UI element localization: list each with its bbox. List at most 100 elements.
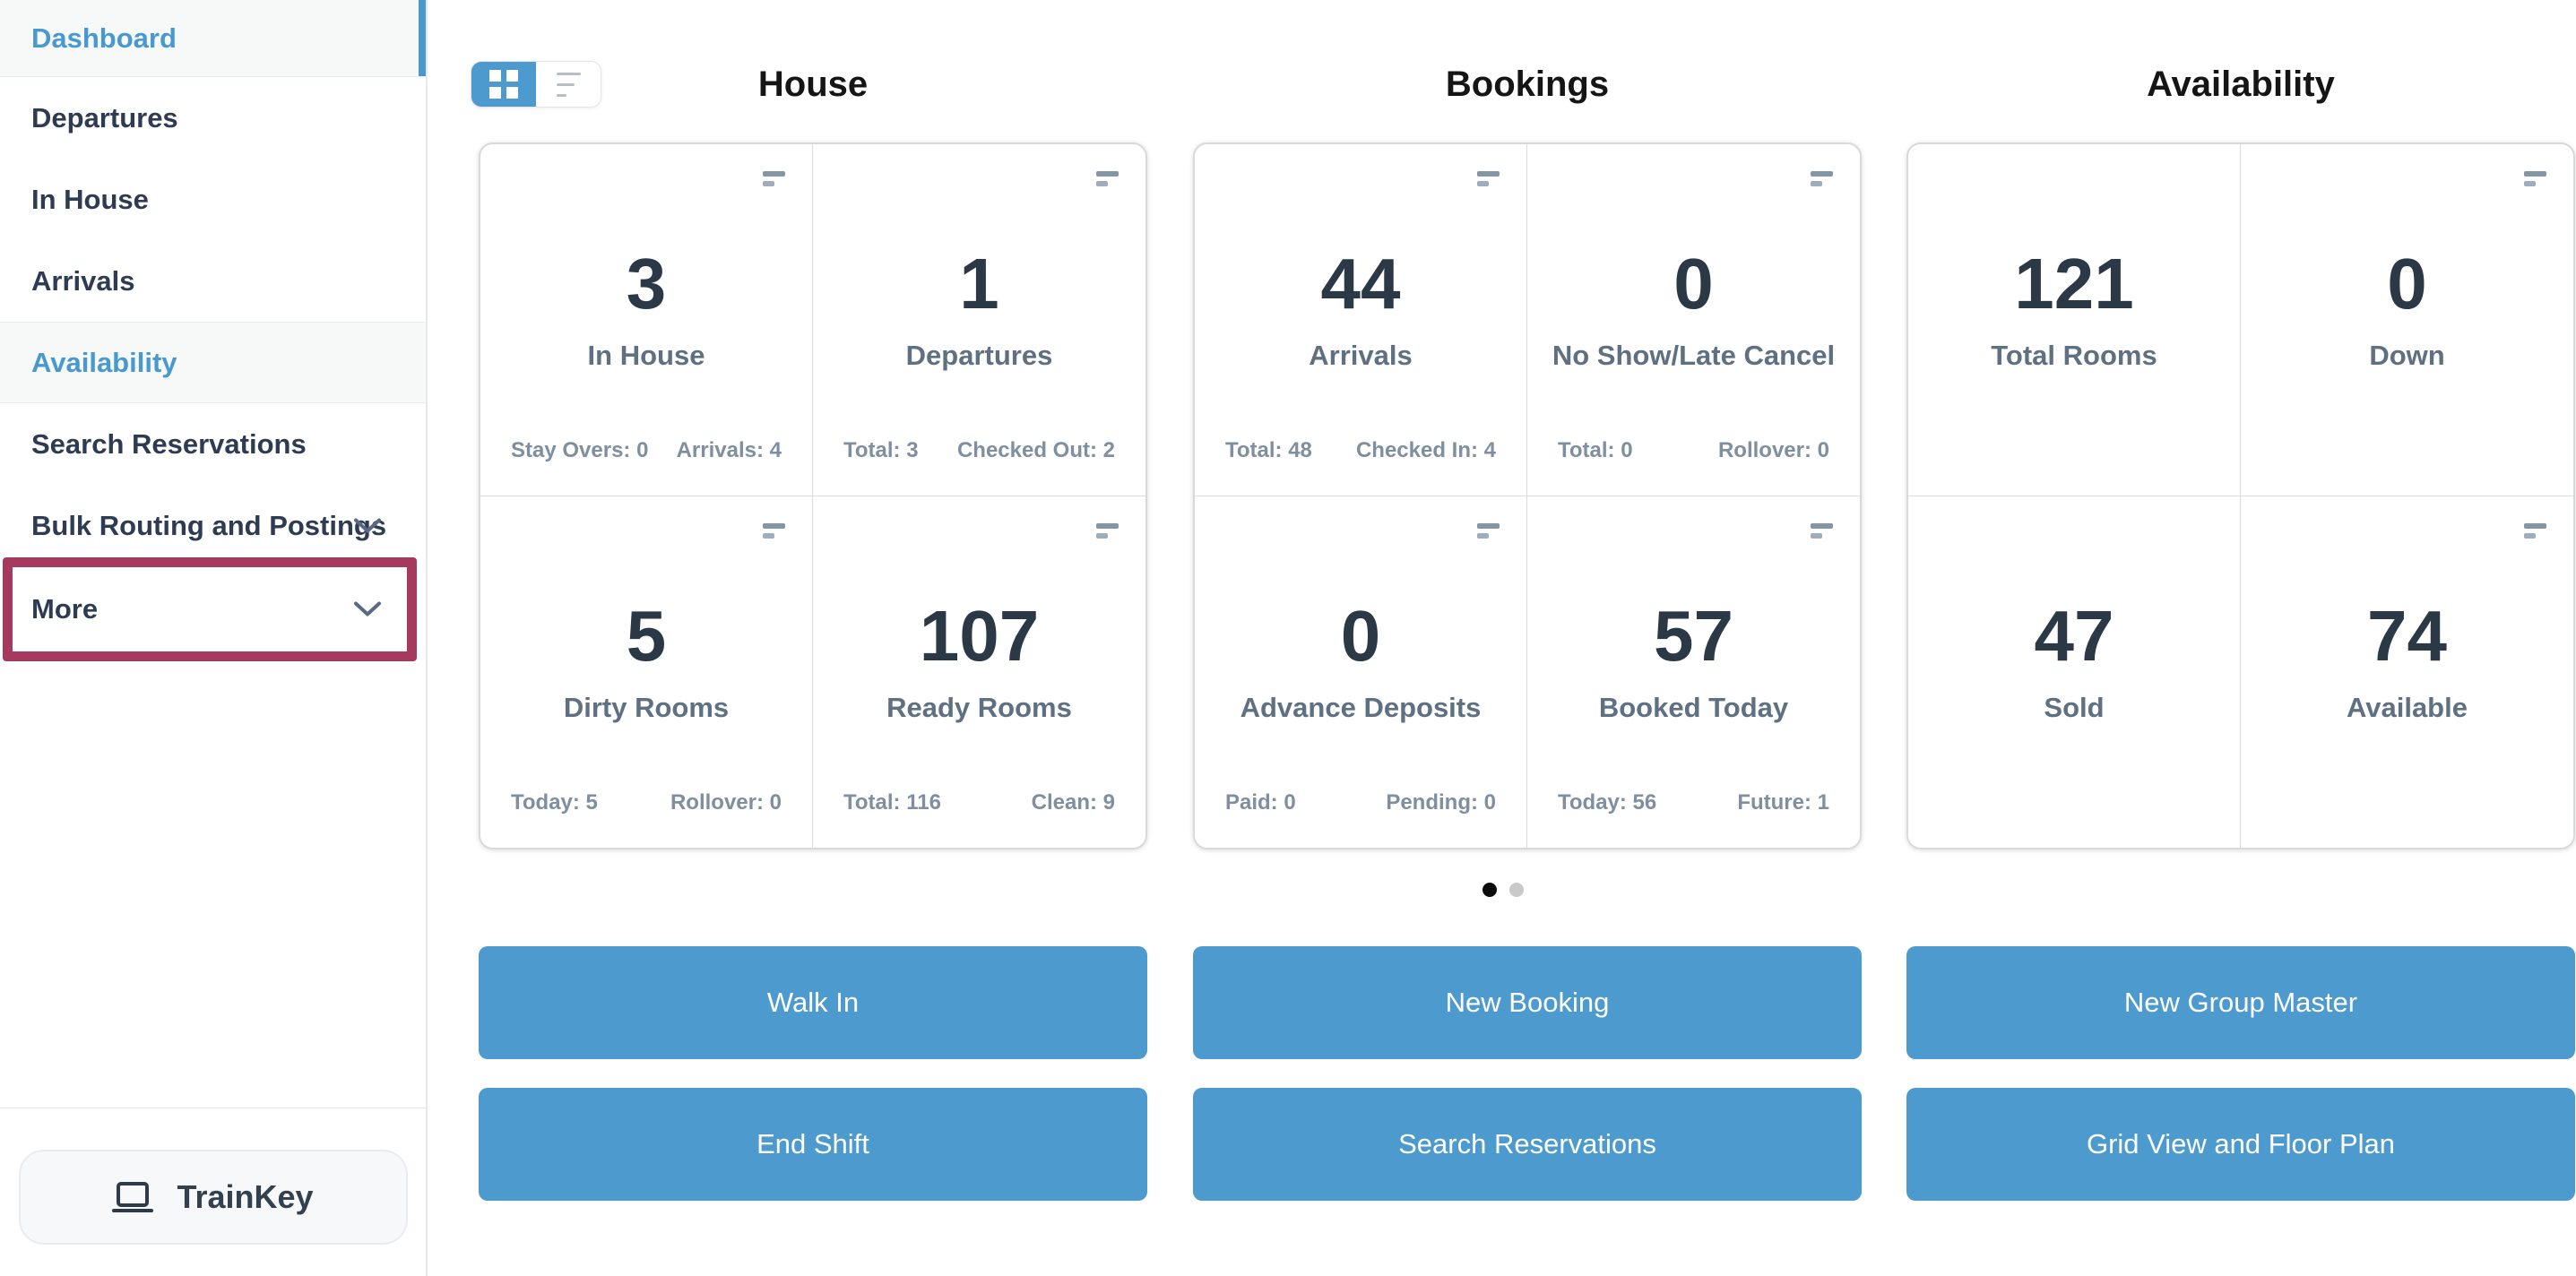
- card-label: Total Rooms: [1991, 340, 2157, 371]
- list-view-button[interactable]: [536, 62, 601, 107]
- card-menu-icon[interactable]: [2524, 522, 2546, 539]
- card-menu-icon[interactable]: [1096, 522, 1119, 539]
- section-title-availability: Availability: [2147, 65, 2335, 104]
- card-dirty-rooms[interactable]: 5 Dirty Rooms Today: 5 Rollover: 0: [480, 496, 813, 848]
- sidebar-item-label: Search Reservations: [31, 427, 307, 460]
- sidebar-item-availability[interactable]: Availability: [0, 322, 426, 403]
- active-item-indicator: [419, 0, 426, 76]
- grid-view-icon: [489, 70, 518, 99]
- card-arrivals[interactable]: 44 Arrivals Total: 48 Checked In: 4: [1195, 144, 1527, 496]
- card-menu-icon[interactable]: [1811, 171, 1833, 186]
- list-view-icon: [556, 72, 581, 97]
- card-footer: Today: 56 Future: 1: [1558, 790, 1829, 815]
- card-footer: Stay Overs: 0 Arrivals: 4: [511, 438, 782, 463]
- card-footer-right: Arrivals: 4: [676, 437, 782, 462]
- chevron-down-icon: [354, 601, 381, 616]
- card-footer: Paid: 0 Pending: 0: [1225, 790, 1496, 815]
- card-menu-icon[interactable]: [763, 171, 785, 186]
- card-value: 0: [1340, 595, 1381, 676]
- card-footer-left: Total: 116: [843, 790, 941, 815]
- card-value: 44: [1320, 244, 1401, 323]
- card-footer-left: Total: 0: [1558, 437, 1633, 462]
- carousel-dot-2[interactable]: [1509, 883, 1524, 897]
- card-no-show-late-cancel[interactable]: 0 No Show/Late Cancel Total: 0 Rollover: 0: [1527, 144, 1860, 496]
- card-group-availability: 121 Total Rooms 0 Down 47 Sold 74 Available: [1906, 142, 2575, 849]
- sidebar-item-label: Arrivals: [31, 264, 135, 297]
- card-value: 0: [2387, 244, 2427, 323]
- card-value: 74: [2367, 595, 2447, 676]
- sidebar-item-dashboard[interactable]: Dashboard: [0, 0, 426, 77]
- grid-view-button[interactable]: [471, 62, 536, 107]
- card-sold[interactable]: 47 Sold: [1908, 496, 2241, 848]
- sidebar-item-label: In House: [31, 183, 149, 215]
- card-departures[interactable]: 1 Departures Total: 3 Checked Out: 2: [813, 144, 1145, 496]
- sidebar-item-label: Availability: [31, 346, 177, 378]
- card-label: Sold: [2044, 691, 2105, 723]
- sidebar-item-label: More: [31, 592, 99, 625]
- new-booking-button[interactable]: New Booking: [1193, 946, 1862, 1059]
- card-value: 57: [1654, 595, 1733, 676]
- card-footer-right: Rollover: 0: [670, 790, 782, 815]
- sidebar-item-label: Bulk Routing and Postings: [31, 509, 387, 541]
- card-in-house[interactable]: 3 In House Stay Overs: 0 Arrivals: 4: [480, 144, 813, 496]
- sidebar-spacer: [0, 651, 426, 1108]
- sidebar-item-arrivals[interactable]: Arrivals: [0, 240, 426, 322]
- card-label: No Show/Late Cancel: [1552, 340, 1836, 371]
- card-footer: Total: 0 Rollover: 0: [1558, 438, 1829, 463]
- card-footer-left: Total: 48: [1225, 437, 1312, 462]
- sidebar-item-search-reservations[interactable]: Search Reservations: [0, 403, 426, 485]
- trainkey-button[interactable]: TrainKey: [18, 1150, 408, 1245]
- card-label: Departures: [905, 340, 1053, 371]
- card-advance-deposits[interactable]: 0 Advance Deposits Paid: 0 Pending: 0: [1195, 496, 1527, 848]
- card-ready-rooms[interactable]: 107 Ready Rooms Total: 116 Clean: 9: [813, 496, 1145, 848]
- view-toggle: [471, 61, 601, 108]
- carousel-pagination: [1482, 883, 1524, 897]
- card-footer-right: Pending: 0: [1386, 790, 1496, 815]
- carousel-dot-1[interactable]: [1482, 883, 1497, 897]
- card-footer-right: Checked Out: 2: [956, 437, 1115, 462]
- card-available[interactable]: 74 Available: [2241, 496, 2573, 848]
- card-footer: Today: 5 Rollover: 0: [511, 790, 782, 815]
- card-footer-left: Paid: 0: [1225, 790, 1296, 815]
- chevron-down-icon: [354, 518, 381, 533]
- card-label: Booked Today: [1598, 691, 1789, 723]
- new-group-master-button[interactable]: New Group Master: [1906, 946, 2575, 1059]
- card-label: Dirty Rooms: [563, 691, 730, 723]
- card-value: 0: [1673, 244, 1714, 323]
- card-down[interactable]: 0 Down: [2241, 144, 2573, 496]
- card-menu-icon[interactable]: [1477, 522, 1500, 539]
- card-menu-icon[interactable]: [2524, 171, 2546, 186]
- end-shift-button[interactable]: End Shift: [479, 1088, 1147, 1201]
- sidebar-item-bulk-routing-and-postings[interactable]: Bulk Routing and Postings: [0, 485, 426, 566]
- card-menu-icon[interactable]: [763, 522, 785, 539]
- card-menu-icon[interactable]: [1096, 171, 1119, 186]
- sidebar-nav: Dashboard Departures In House Arrivals Avail…: [0, 0, 426, 661]
- card-footer: Total: 116 Clean: 9: [843, 790, 1115, 815]
- card-label: Ready Rooms: [886, 691, 1072, 723]
- card-label: Advance Deposits: [1240, 691, 1482, 723]
- card-footer-left: Total: 3: [843, 437, 919, 462]
- sidebar-item-label: Dashboard: [31, 22, 177, 54]
- sidebar-item-more[interactable]: More: [0, 557, 426, 661]
- sidebar-item-in-house[interactable]: In House: [0, 159, 426, 240]
- card-menu-icon[interactable]: [1811, 522, 1833, 539]
- card-group-bookings: 44 Arrivals Total: 48 Checked In: 4 0 No Show…: [1193, 142, 1862, 849]
- card-footer-left: Today: 56: [1558, 790, 1657, 815]
- card-value: 107: [919, 595, 1040, 676]
- laptop-icon: [112, 1181, 154, 1213]
- card-footer-right: Future: 1: [1737, 790, 1829, 815]
- trainkey-label: TrainKey: [177, 1178, 314, 1215]
- card-label: Down: [2369, 340, 2445, 371]
- sidebar-item-departures[interactable]: Departures: [0, 77, 426, 159]
- card-menu-icon[interactable]: [1477, 171, 1500, 186]
- card-booked-today[interactable]: 57 Booked Today Today: 56 Future: 1: [1527, 496, 1860, 848]
- main-content: House 3 In House Stay Overs: 0 Arrivals: 4 1 D…: [429, 0, 2576, 1276]
- walk-in-button[interactable]: Walk In: [479, 946, 1147, 1059]
- search-reservations-button[interactable]: Search Reservations: [1193, 1088, 1862, 1201]
- card-total-rooms[interactable]: 121 Total Rooms: [1908, 144, 2241, 496]
- card-footer: Total: 48 Checked In: 4: [1225, 438, 1496, 463]
- card-value: 3: [626, 244, 667, 323]
- sidebar-item-label: Departures: [31, 101, 178, 134]
- grid-view-and-floor-plan-button[interactable]: Grid View and Floor Plan: [1906, 1088, 2575, 1201]
